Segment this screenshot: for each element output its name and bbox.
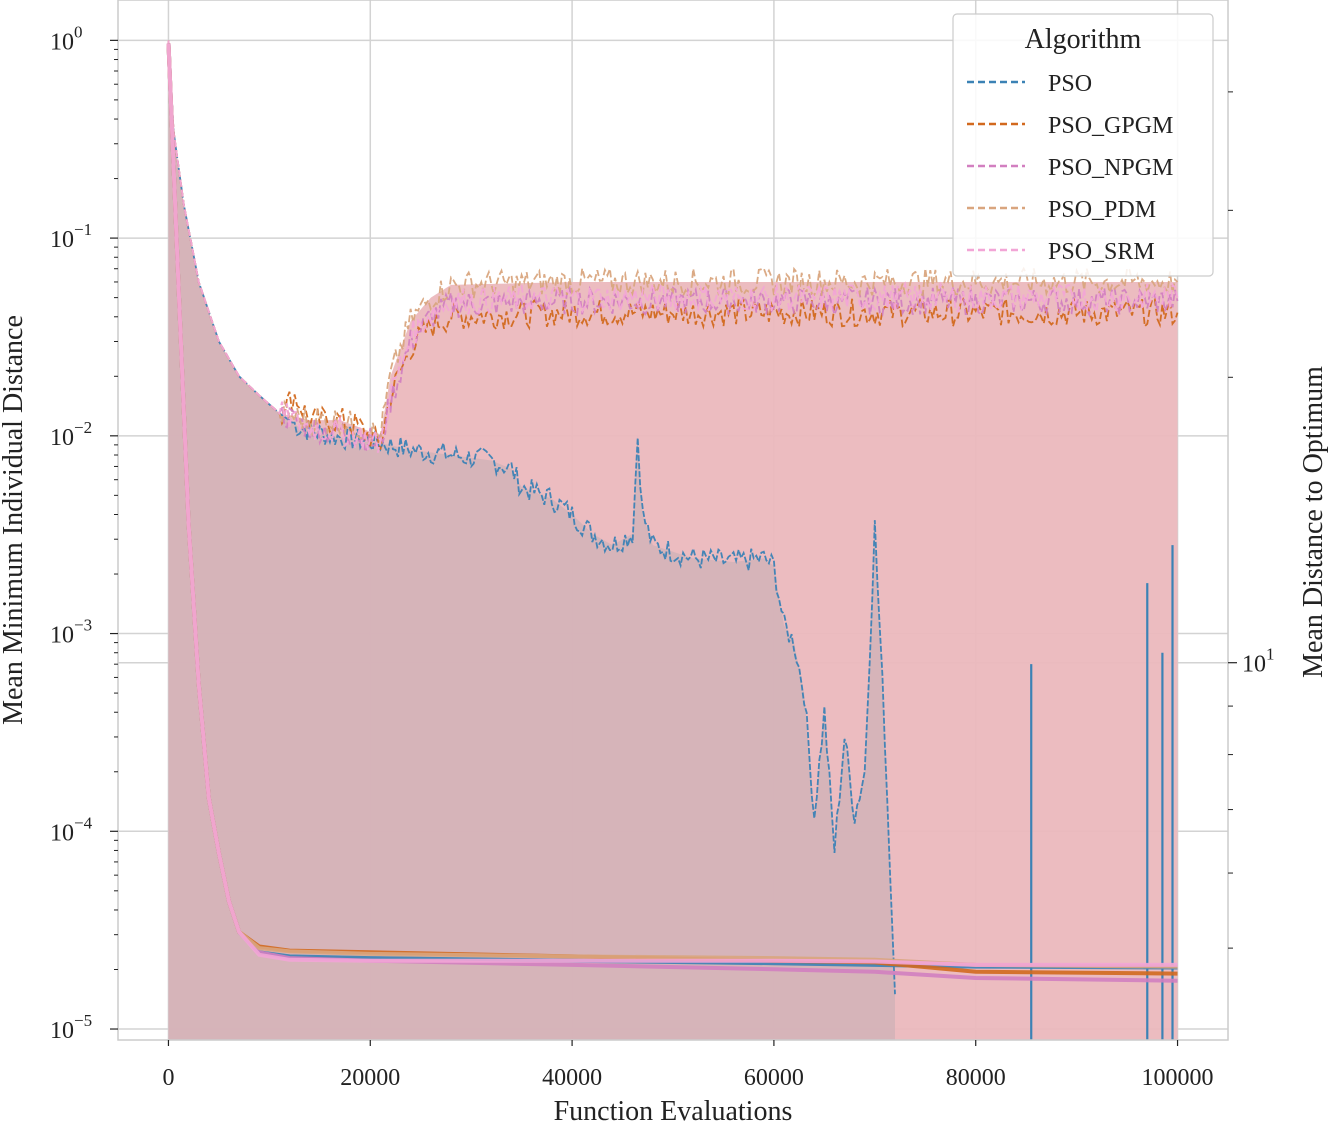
legend-label: PSO_SRM xyxy=(1048,239,1155,265)
y-axis-label: Mean Minimum Individual Distance xyxy=(0,315,29,725)
area-fill-lower xyxy=(168,40,896,1041)
series-right-line-pso-srm xyxy=(166,43,1178,967)
series-line-pso-srm xyxy=(167,40,1179,453)
x-tick-label: 20000 xyxy=(340,1065,400,1091)
legend-label: PSO_GPGM xyxy=(1048,113,1173,139)
y-right-axis-label: Mean Distance to Optimum xyxy=(1298,366,1329,678)
x-tick-label: 80000 xyxy=(946,1065,1006,1091)
area-fills xyxy=(168,40,1178,1041)
y-tick-label: 10−4 xyxy=(50,813,93,846)
y-right-tick-label: 101 xyxy=(1242,645,1275,678)
plot-frame xyxy=(117,0,1229,1041)
x-tick-label: 100000 xyxy=(1142,1065,1214,1091)
x-tick-label: 0 xyxy=(162,1065,174,1091)
y-tick-label: 10−1 xyxy=(50,220,92,253)
x-tick-label: 60000 xyxy=(744,1065,804,1091)
y-tick-label: 10−3 xyxy=(50,616,92,649)
legend-label: PSO_NPGM xyxy=(1048,155,1173,181)
legend: Algorithm PSO PSO_GPGM PSO_NPGM PSO_PDM PSO_… xyxy=(952,13,1214,277)
y-right-axis-ticks: 101 xyxy=(1228,91,1275,949)
y-tick-label: 10−5 xyxy=(50,1011,92,1044)
legend-label: PSO_PDM xyxy=(1048,197,1156,223)
y-tick-label: 10−2 xyxy=(50,418,92,451)
y-axis-ticks: 100 10−1 10−2 10−3 10−4 10−5 xyxy=(50,22,118,1044)
y-tick-label: 100 xyxy=(50,22,83,55)
legend-label: PSO xyxy=(1048,71,1092,97)
legend-items: PSO PSO_GPGM PSO_NPGM PSO_PDM PSO_SRM xyxy=(967,71,1173,265)
x-axis-label: Function Evaluations xyxy=(554,1096,793,1127)
legend-box xyxy=(952,13,1214,277)
series-line-pso xyxy=(167,40,896,995)
legend-title: Algorithm xyxy=(1025,24,1142,55)
x-axis-ticks: 0 20000 40000 60000 80000 100000 xyxy=(162,1040,1214,1091)
x-tick-label: 40000 xyxy=(542,1065,602,1091)
series-lines xyxy=(166,40,1179,1040)
